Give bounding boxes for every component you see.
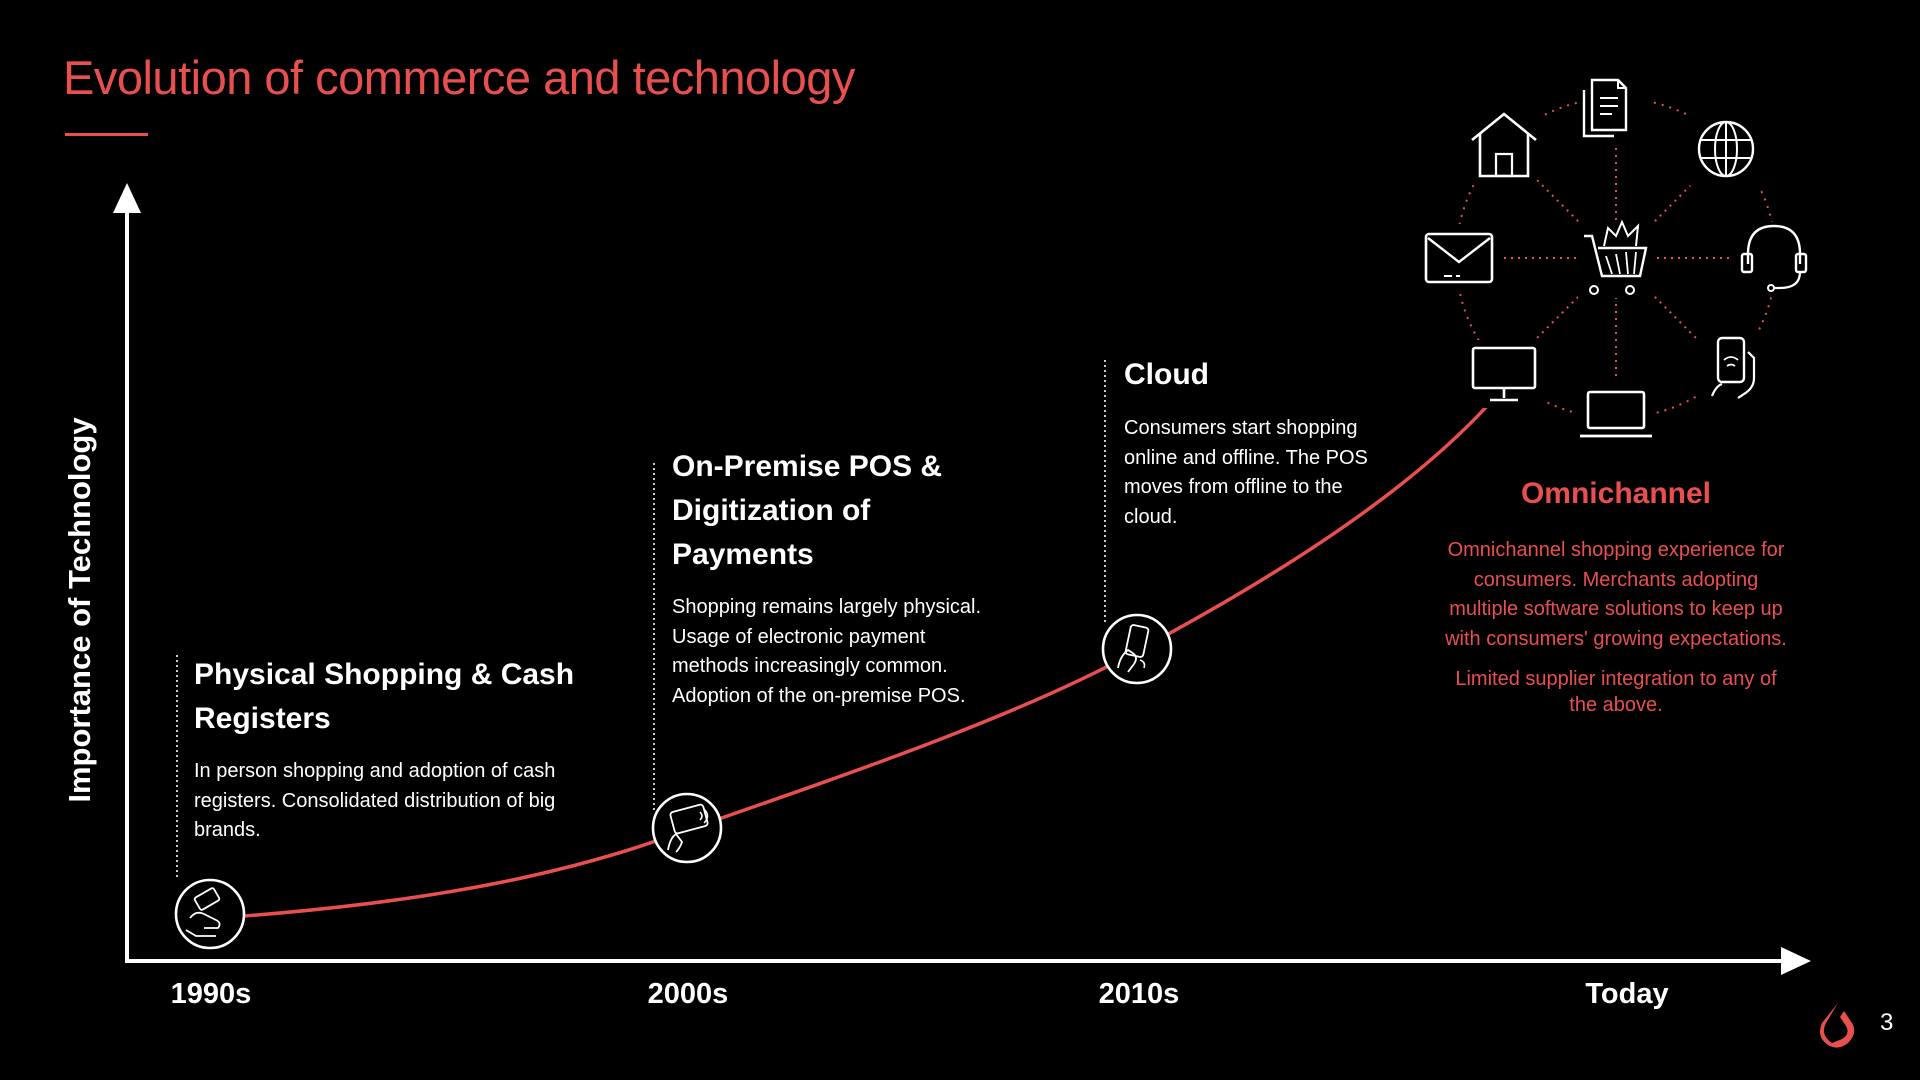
era-1-description: In person shopping and adoption of cash … — [194, 757, 555, 846]
contactless-card-icon — [651, 792, 723, 864]
omnichannel-description-line-3: multiple software solutions to keep up — [1449, 598, 1783, 620]
omnichannel-description-line-4: with consumers' growing expectations. — [1445, 627, 1787, 650]
omnichannel-note-line-2: the above. — [1569, 694, 1663, 716]
slide-title: Evolution of commerce and technology — [63, 51, 855, 104]
mobile-phone-in-hand-icon — [1101, 613, 1173, 685]
globe-icon — [1690, 114, 1762, 186]
era-2-title: On-Premise POS & Digitization of Payment… — [672, 445, 942, 577]
era-3-description-line-3: moves from offline to the — [1124, 476, 1343, 498]
era-3-title: Cloud — [1124, 353, 1209, 397]
era-3-title-line-1: Cloud — [1124, 358, 1209, 391]
store-icon — [1470, 110, 1540, 180]
era-1-title-line-1: Physical Shopping & Cash — [194, 658, 575, 691]
era-2-description: Shopping remains largely physical. Usage… — [672, 593, 981, 711]
shopping-cart-icon — [1578, 219, 1654, 298]
page-number: 3 — [1880, 1009, 1894, 1036]
era-2-title-line-3: Payments — [672, 538, 814, 571]
era-3-description-line-2: online and offline. The POS — [1124, 446, 1368, 469]
x-axis-label-2010s: 2010s — [1098, 978, 1180, 1010]
era-2-description-line-3: methods increasingly common. — [672, 655, 948, 677]
era-3-description: Consumers start shopping online and offl… — [1124, 414, 1368, 532]
laptop-icon — [1576, 382, 1656, 442]
era-2-title-line-1: On-Premise POS & — [672, 450, 943, 483]
lightspeed-flame-logo — [1820, 1003, 1855, 1048]
omnichannel-title: Omnichannel — [1520, 477, 1712, 510]
headset-icon — [1735, 222, 1811, 294]
email-icon — [1420, 224, 1496, 292]
x-axis-label-1990s: 1990s — [170, 978, 252, 1010]
y-axis-arrow-icon — [113, 183, 141, 213]
era-2-description-line-4: Adoption of the on-premise POS. — [672, 684, 966, 707]
era-1-description-line-1: In person shopping and adoption of cash — [194, 760, 556, 782]
x-axis-arrow-icon — [1781, 947, 1811, 975]
era-1-description-line-2: registers. Consolidated distribution of … — [194, 789, 556, 812]
era-1-title: Physical Shopping & Cash Registers — [194, 653, 574, 741]
x-axis-label-today: Today — [1585, 978, 1669, 1010]
omnichannel-description: Omnichannel shopping experience for cons… — [1406, 536, 1826, 654]
era-2-title-line-2: Digitization of — [672, 494, 871, 527]
title-underline — [65, 133, 148, 136]
era-3-description-line-4: cloud. — [1124, 505, 1178, 528]
documents-icon — [1580, 68, 1652, 140]
era-3-description-line-1: Consumers start shopping — [1124, 417, 1358, 439]
omnichannel-note-line-1: Limited supplier integration to any of — [1455, 668, 1777, 690]
era-2-description-line-2: Usage of electronic payment — [672, 625, 926, 648]
x-axis-label-2000s: 2000s — [647, 978, 729, 1010]
era-2-description-line-1: Shopping remains largely physical. — [672, 596, 982, 618]
cash-in-hand-icon — [174, 878, 246, 950]
omnichannel-description-line-1: Omnichannel shopping experience for — [1447, 539, 1785, 561]
era-1-title-line-2: Registers — [194, 702, 331, 735]
omnichannel-note: Limited supplier integration to any of t… — [1406, 666, 1826, 718]
era-1-description-line-3: brands. — [194, 819, 261, 841]
monitor-icon — [1466, 340, 1544, 408]
omnichannel-description-line-2: consumers. Merchants adopting — [1473, 568, 1759, 591]
smartphone-icon — [1700, 330, 1766, 408]
growth-curve — [243, 403, 1490, 918]
